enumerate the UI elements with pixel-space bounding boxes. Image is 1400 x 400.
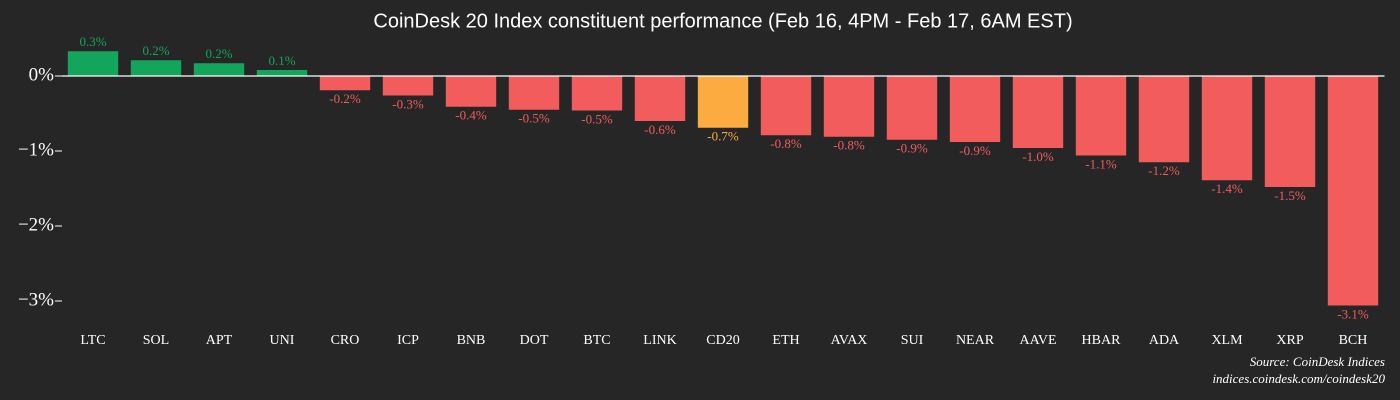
y-tick-label: −2% — [18, 214, 54, 235]
value-label: 0.1% — [268, 53, 295, 68]
value-label: -0.6% — [644, 122, 676, 137]
bar — [1138, 76, 1190, 163]
x-tick-label: BNB — [457, 333, 486, 348]
x-tick-label: XLM — [1211, 333, 1243, 348]
value-label: -0.8% — [833, 138, 865, 153]
value-label: -1.0% — [1022, 149, 1054, 164]
bar — [1264, 76, 1316, 187]
value-label: -3.1% — [1337, 306, 1369, 321]
bar — [445, 76, 497, 107]
x-tick-label: AVAX — [831, 333, 868, 348]
x-tick-label: NEAR — [956, 333, 995, 348]
x-tick-label: CD20 — [706, 333, 739, 348]
value-label: -0.9% — [896, 141, 928, 156]
source: Source: CoinDesk Indices — [1250, 354, 1385, 369]
bar — [634, 76, 686, 121]
value-label: -0.3% — [392, 96, 424, 111]
y-tick-label: −1% — [18, 139, 54, 160]
bar — [256, 70, 308, 76]
bar — [886, 76, 938, 140]
bar — [130, 60, 182, 76]
value-label: -0.2% — [329, 91, 361, 106]
x-tick-label: ICP — [397, 333, 419, 348]
x-tick-label: HBAR — [1082, 333, 1122, 348]
source-url: indices.coindesk.com/coindesk20 — [1212, 371, 1385, 386]
value-label: -1.2% — [1148, 163, 1180, 178]
value-label: -1.5% — [1274, 188, 1306, 203]
value-label: -0.7% — [707, 129, 739, 144]
x-tick-label: LINK — [643, 333, 676, 348]
bar — [193, 63, 245, 76]
value-label: -1.1% — [1085, 156, 1117, 171]
x-tick-label: APT — [206, 333, 233, 348]
x-tick-label: ETH — [772, 333, 799, 348]
bar — [319, 76, 371, 91]
x-tick-label: BTC — [583, 333, 610, 348]
value-label: -0.5% — [581, 111, 613, 126]
value-label: -1.4% — [1211, 181, 1243, 196]
y-tick-label: 0% — [29, 64, 55, 85]
x-tick-label: SUI — [901, 333, 924, 348]
bar — [1075, 76, 1127, 156]
x-tick-label: BCH — [1339, 333, 1368, 348]
value-label: -0.8% — [770, 136, 802, 151]
value-label: 0.2% — [205, 46, 232, 61]
value-label: 0.3% — [79, 34, 106, 49]
bar — [697, 76, 749, 128]
x-tick-label: SOL — [143, 333, 169, 348]
bar — [382, 76, 434, 96]
value-label: 0.2% — [142, 43, 169, 58]
bar — [508, 76, 560, 110]
value-label: -0.5% — [518, 111, 550, 126]
chart-title: CoinDesk 20 Index constituent performanc… — [373, 10, 1072, 32]
x-tick-label: DOT — [520, 333, 549, 348]
bar — [1012, 76, 1064, 148]
bar — [1327, 76, 1379, 306]
x-tick-label: UNI — [270, 333, 295, 348]
bar — [571, 76, 623, 111]
x-tick-label: LTC — [80, 333, 105, 348]
bar — [1201, 76, 1253, 181]
x-tick-label: XRP — [1276, 333, 1303, 348]
x-tick-label: CRO — [331, 333, 360, 348]
value-label: -0.9% — [959, 143, 991, 158]
bar — [760, 76, 812, 136]
x-tick-label: ADA — [1149, 333, 1180, 348]
bar — [949, 76, 1001, 142]
value-label: -0.4% — [455, 108, 487, 123]
y-tick-label: −3% — [18, 289, 54, 310]
x-tick-label: AAVE — [1019, 333, 1056, 348]
bar — [823, 76, 875, 137]
bar — [67, 51, 119, 76]
